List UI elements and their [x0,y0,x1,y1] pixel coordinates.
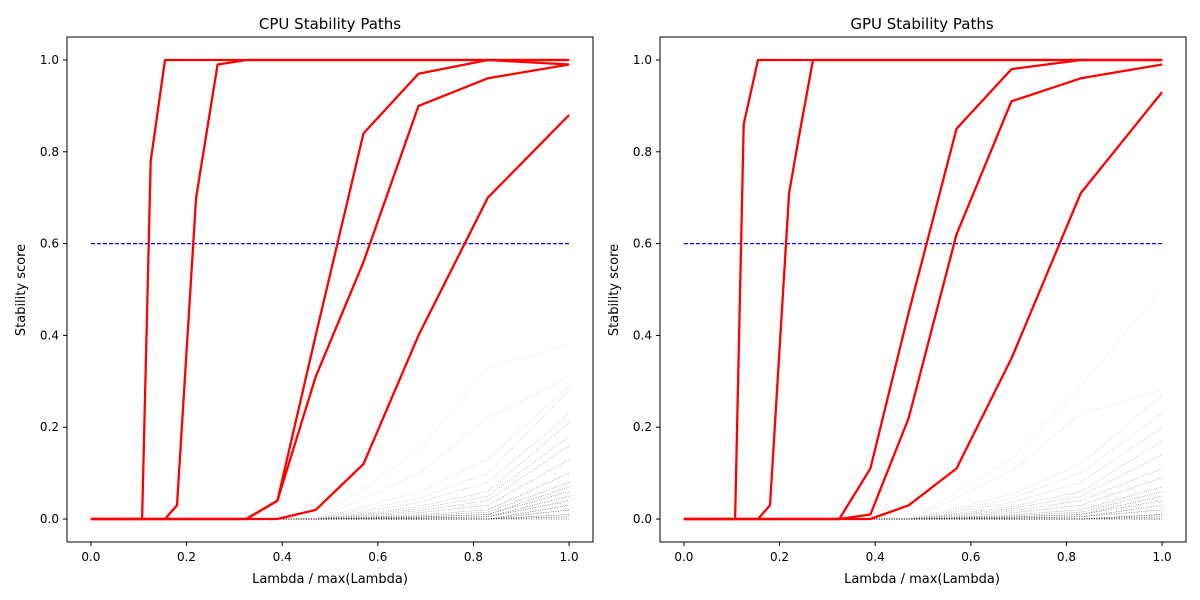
background-series-group [90,344,570,520]
y-tick-label: 1.0 [40,53,59,67]
background-series-line [90,436,570,520]
y-tick-label: 0.2 [40,420,59,434]
background-series-line [683,495,1163,520]
stability-path-line-2 [90,58,570,521]
background-series-line [683,486,1163,520]
background-series-line [90,344,570,520]
y-tick-label: 0.2 [633,420,652,434]
stability-path-line-5 [90,114,570,521]
x-axis-label: Lambda / max(Lambda) [844,572,1000,587]
y-tick-label: 0.0 [633,512,652,526]
y-tick-label: 0.4 [633,328,652,342]
y-tick-label: 0.8 [40,145,59,159]
stability-path-line-1 [90,58,570,521]
background-series-line [683,468,1163,520]
x-tick-label: 1.0 [1153,550,1172,564]
x-axis-label: Lambda / max(Lambda) [252,572,408,587]
background-series-line [90,491,570,520]
background-series-line [90,509,570,520]
background-series-line [90,500,570,520]
x-tick-label: 0.0 [81,550,100,564]
background-series-line [90,385,570,520]
x-tick-label: 0.8 [464,550,483,564]
plot-frame [66,36,594,543]
background-series-line [683,440,1163,520]
y-tick-label: 1.0 [633,53,652,67]
background-series-line [90,495,570,520]
background-series-line [683,413,1163,520]
background-series-line [683,477,1163,520]
gpu-chart-panel: GPU Stability Paths Lambda / max(Lambda)… [607,15,1187,587]
stability-path-line-3 [90,58,570,521]
background-series-line [90,505,570,520]
background-series-line [683,505,1163,520]
background-series-line [90,422,570,520]
stability-path-line-3 [683,58,1163,521]
chart-title: CPU Stability Paths [259,15,401,33]
x-tick-label: 1.0 [560,550,579,564]
background-series-group [683,289,1163,520]
y-tick-label: 0.0 [40,512,59,526]
stability-path-line-5 [683,91,1163,521]
y-tick-label: 0.4 [40,328,59,342]
background-series-line [683,289,1163,520]
y-axis-label: Stability score [607,244,622,336]
plot-frame [659,36,1187,543]
stability-path-line-1 [683,58,1163,521]
x-tick-label: 0.8 [1057,550,1076,564]
y-tick-label: 0.8 [633,145,652,159]
chart-title: GPU Stability Paths [850,15,994,33]
x-tick-label: 0.0 [674,550,693,564]
y-tick-label: 0.6 [40,237,59,251]
background-series-line [683,394,1163,520]
background-series-line [90,482,570,520]
x-tick-label: 0.4 [273,550,292,564]
background-series-line [90,390,570,520]
background-series-line [683,390,1163,520]
background-series-line [90,486,570,520]
background-series-line [90,472,570,520]
y-tick-label: 0.6 [633,237,652,251]
x-tick-label: 0.4 [866,550,885,564]
x-tick-label: 0.2 [770,550,789,564]
background-series-line [683,454,1163,520]
cpu-chart-panel: CPU Stability Paths Lambda / max(Lambda)… [14,15,594,587]
stability-path-line-2 [683,58,1163,521]
x-tick-label: 0.6 [368,550,387,564]
background-series-line [683,500,1163,520]
background-series-line [90,445,570,520]
x-tick-label: 0.6 [961,550,980,564]
background-series-line [683,491,1163,520]
background-series-line [683,509,1163,520]
background-series-line [90,459,570,520]
x-tick-label: 0.2 [177,550,196,564]
background-series-line [90,413,570,520]
background-series-line [683,426,1163,520]
y-axis-label: Stability score [14,244,29,336]
stability-path-line-4 [683,63,1163,521]
